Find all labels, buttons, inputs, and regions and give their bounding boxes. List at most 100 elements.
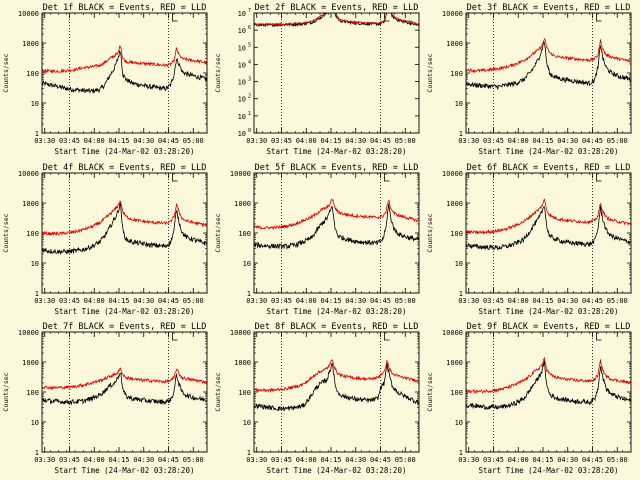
- y-tick-exponent: 5: [248, 42, 251, 48]
- y-tick-exponent: 4: [248, 59, 251, 65]
- panel-title: Det 8f BLACK = Events, RED = LLD: [255, 322, 419, 332]
- panel-title: Det 1f BLACK = Events, RED = LLD: [43, 3, 207, 13]
- y-axis-label: Counts/sec: [2, 213, 10, 252]
- y-tick-label: 10: [455, 260, 463, 268]
- detector-panel: Det 7f BLACK = Events, RED = LLD Counts/s…: [2, 322, 207, 475]
- panel-title: Det 5f BLACK = Events, RED = LLD: [255, 163, 419, 173]
- y-tick-label: 100: [450, 389, 463, 397]
- y-tick-label: 10: [243, 419, 251, 427]
- x-tick-label: 03:30: [34, 137, 55, 145]
- x-axis-label: Start Time (24-Mar-02 03:28:20): [479, 147, 619, 156]
- panel-title: Det 3f BLACK = Events, RED = LLD: [467, 3, 631, 13]
- y-tick-label: 10: [238, 44, 246, 52]
- x-tick-label: 03:30: [34, 456, 55, 464]
- y-tick-label: 100: [238, 389, 251, 397]
- x-tick-label: 04:45: [158, 137, 179, 145]
- x-tick-label: 04:00: [296, 137, 317, 145]
- y-tick-label: 10: [238, 10, 246, 18]
- x-axis-label: Start Time (24-Mar-02 03:28:20): [479, 466, 619, 475]
- y-tick-exponent: 6: [248, 25, 251, 31]
- x-tick-label: 03:30: [34, 297, 55, 305]
- x-axis-label: Start Time (24-Mar-02 03:28:20): [267, 147, 407, 156]
- y-tick-label: 10: [238, 113, 246, 121]
- x-tick-label: 03:30: [246, 297, 267, 305]
- x-tick-label: 03:45: [59, 137, 80, 145]
- y-tick-label: 10: [455, 419, 463, 427]
- x-tick-label: 04:30: [345, 137, 366, 145]
- y-axis-label: Counts/sec: [214, 372, 222, 411]
- y-tick-exponent: 7: [248, 8, 251, 14]
- interval-marker: [597, 332, 602, 340]
- x-tick-label: 04:45: [370, 297, 391, 305]
- y-tick-label: 10000: [442, 170, 463, 178]
- x-tick-label: 03:45: [483, 297, 504, 305]
- x-tick-label: 05:00: [607, 456, 628, 464]
- interval-marker: [173, 13, 178, 21]
- x-tick-label: 04:30: [133, 456, 154, 464]
- x-tick-label: 04:00: [84, 137, 105, 145]
- x-tick-label: 05:00: [183, 137, 204, 145]
- y-tick-label: 10000: [18, 10, 39, 18]
- x-tick-label: 04:45: [582, 297, 603, 305]
- x-tick-label: 04:30: [133, 297, 154, 305]
- panel-title: Det 4f BLACK = Events, RED = LLD: [43, 163, 207, 173]
- x-tick-label: 04:45: [158, 456, 179, 464]
- interval-marker: [385, 173, 390, 181]
- x-tick-label: 04:15: [532, 137, 553, 145]
- x-tick-label: 05:00: [183, 456, 204, 464]
- x-tick-label: 04:15: [320, 456, 341, 464]
- y-tick-label: 100: [26, 389, 39, 397]
- y-axis-label: Counts/sec: [2, 53, 10, 92]
- x-tick-label: 05:00: [607, 137, 628, 145]
- y-tick-label: 10: [238, 79, 246, 87]
- x-axis-label: Start Time (24-Mar-02 03:28:20): [55, 466, 195, 475]
- panel-title: Det 9f BLACK = Events, RED = LLD: [467, 322, 631, 332]
- x-tick-label: 05:00: [395, 456, 416, 464]
- x-tick-label: 03:45: [271, 297, 292, 305]
- y-tick-label: 10: [31, 260, 39, 268]
- x-tick-label: 04:00: [508, 456, 529, 464]
- y-tick-label: 1000: [234, 200, 251, 208]
- lld-series-line: [42, 46, 207, 72]
- y-tick-label: 10: [238, 96, 246, 104]
- y-tick-label: 10: [31, 419, 39, 427]
- y-axis-label: Counts/sec: [426, 213, 434, 252]
- plot-frame: [254, 13, 419, 133]
- y-tick-label: 100: [450, 230, 463, 238]
- y-tick-label: 10000: [442, 10, 463, 18]
- detector-panel: Det 9f BLACK = Events, RED = LLDCounts/s…: [426, 322, 631, 475]
- lld-series-line: [42, 201, 207, 235]
- lld-series-line: [254, 360, 419, 392]
- plot-frame: [466, 13, 631, 133]
- x-tick-label: 04:45: [158, 297, 179, 305]
- x-tick-label: 04:15: [532, 297, 553, 305]
- y-tick-label: 1000: [446, 40, 463, 48]
- panel-title: Det 6f BLACK = Events, RED = LLD: [467, 163, 631, 173]
- x-tick-label: 04:15: [320, 137, 341, 145]
- y-tick-label: 10000: [18, 170, 39, 178]
- x-tick-label: 03:45: [59, 456, 80, 464]
- y-tick-label: 1000: [446, 200, 463, 208]
- x-tick-label: 05:00: [395, 297, 416, 305]
- interval-marker: [597, 13, 602, 21]
- x-tick-label: 04:00: [508, 137, 529, 145]
- y-tick-label: 10: [455, 100, 463, 108]
- y-tick-exponent: 3: [248, 77, 251, 83]
- x-tick-label: 05:00: [395, 137, 416, 145]
- x-tick-label: 04:15: [108, 297, 129, 305]
- y-tick-label: 10000: [230, 170, 251, 178]
- x-tick-label: 03:30: [246, 456, 267, 464]
- x-tick-label: 04:30: [345, 297, 366, 305]
- x-tick-label: 04:45: [370, 137, 391, 145]
- x-tick-label: 04:30: [345, 456, 366, 464]
- x-tick-label: 03:45: [483, 456, 504, 464]
- y-tick-label: 1000: [446, 359, 463, 367]
- y-tick-label: 100: [26, 70, 39, 78]
- interval-marker: [173, 332, 178, 340]
- y-tick-label: 10: [238, 130, 246, 138]
- detector-panel: Det 5f BLACK = Events, RED = LLD Counts/s…: [214, 163, 419, 316]
- x-tick-label: 04:00: [296, 297, 317, 305]
- y-axis-label: Counts/sec: [426, 53, 434, 92]
- x-axis-label: Start Time (24-Mar-02 03:28:20): [479, 307, 619, 316]
